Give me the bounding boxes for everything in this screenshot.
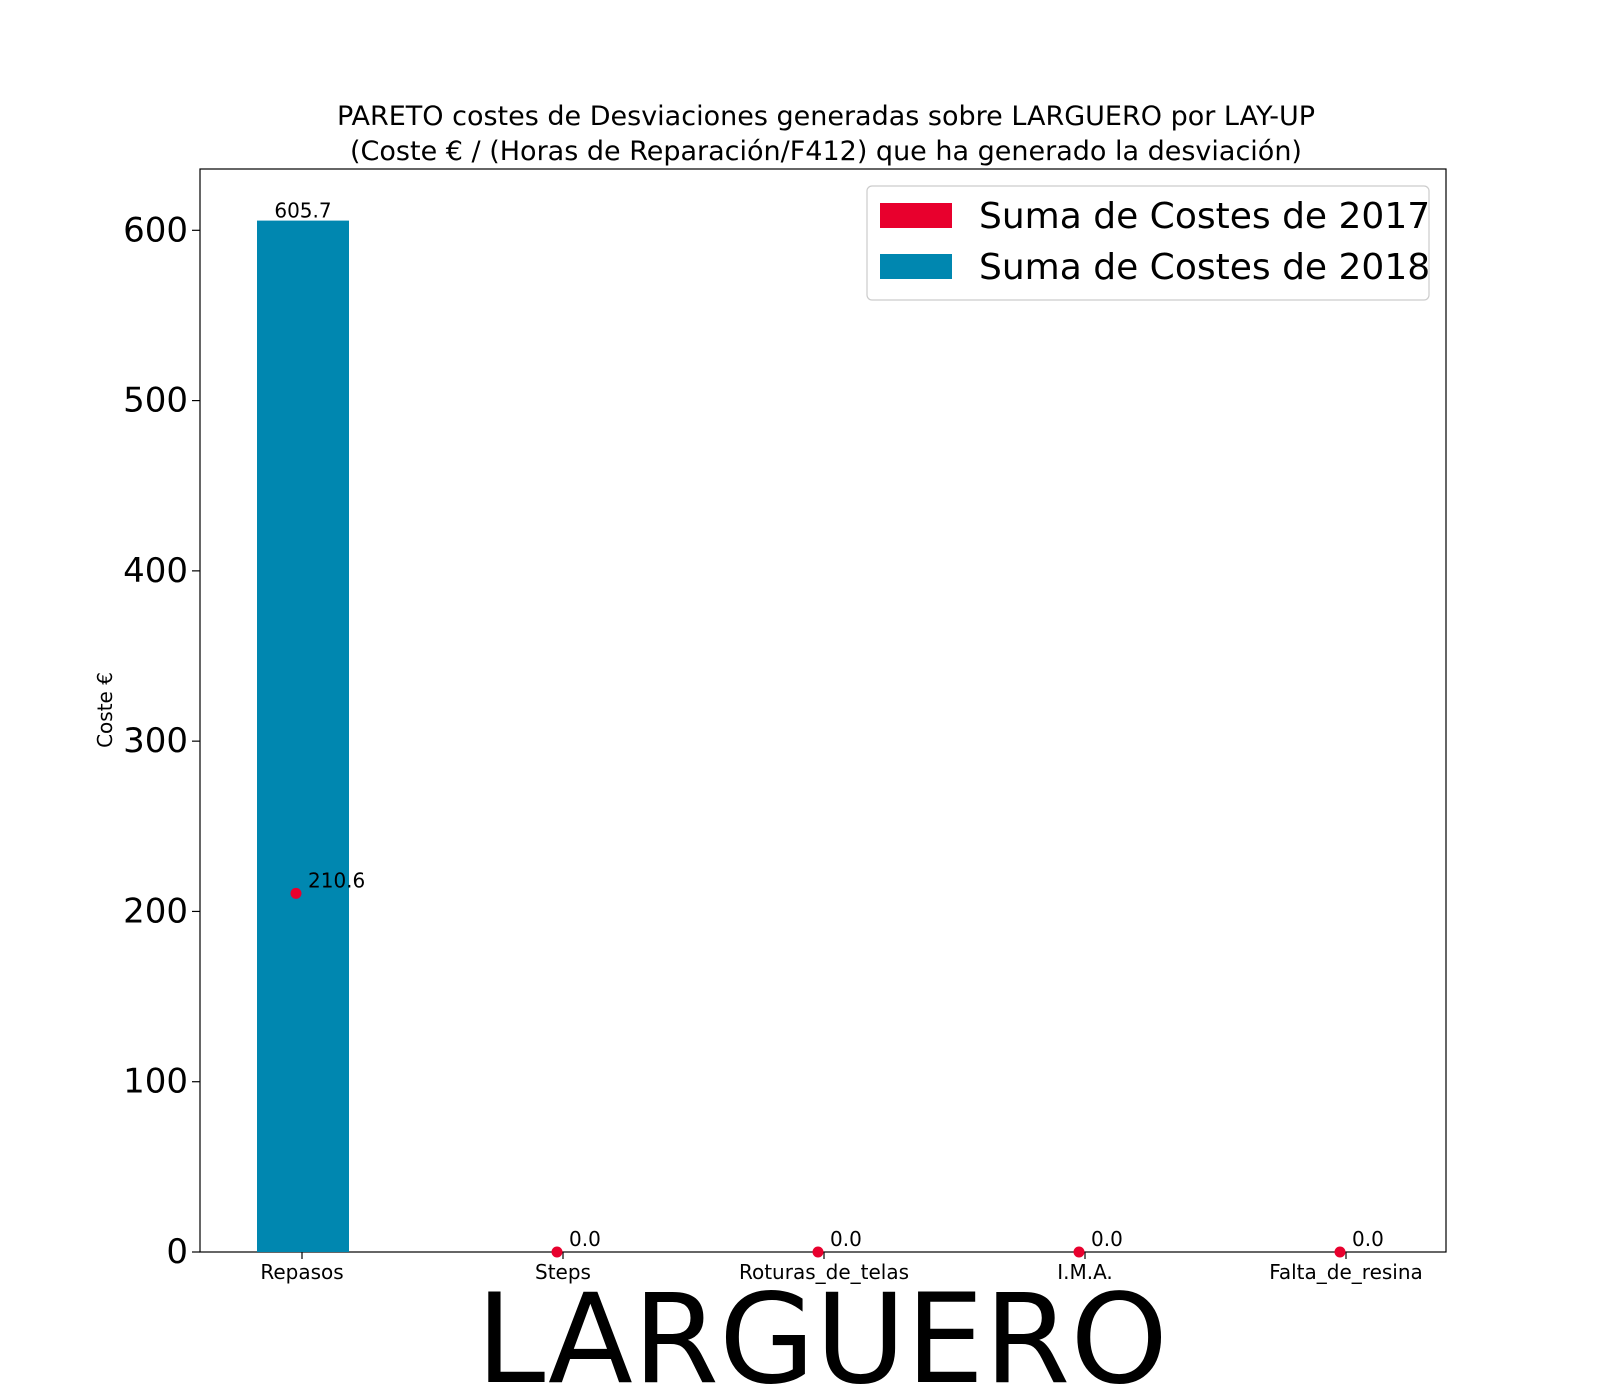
plot-area: [199, 168, 1447, 1253]
y-axis-label: Coste €: [93, 672, 117, 748]
legend: Suma de Costes de 2017 Suma de Costes de…: [866, 185, 1430, 301]
point-2017: [1073, 1246, 1085, 1258]
x-tick-label: Steps: [535, 1260, 591, 1284]
point-value-label: 0.0: [1091, 1227, 1123, 1251]
x-tick-label: Roturas_de_telas: [739, 1260, 909, 1284]
point-2017: [1334, 1246, 1346, 1258]
point-2017: [290, 887, 302, 899]
legend-label-2018: Suma de Costes de 2018: [979, 247, 1430, 288]
x-tick-label: Falta_de_resina: [1269, 1260, 1423, 1284]
legend-frame: [866, 185, 1430, 301]
point-value-label: 0.0: [1352, 1227, 1384, 1251]
y-tick-label: 200: [123, 891, 188, 931]
chart-title-line2: (Coste € / (Horas de Reparación/F412) qu…: [350, 136, 1302, 167]
point-value-label: 0.0: [569, 1227, 601, 1251]
y-tick-label: 100: [123, 1062, 188, 1102]
bar-2018: [257, 220, 349, 1253]
bar-value-label: 605.7: [274, 199, 331, 223]
point-series-2017: 210.6 0.0 0.0 0.0 0.0: [290, 868, 1384, 1258]
x-tick-label: I.M.A.: [1057, 1260, 1113, 1284]
x-tick-label: Repasos: [260, 1260, 343, 1284]
y-tick-label: 400: [123, 551, 188, 591]
x-axis: Repasos Steps Roturas_de_telas I.M.A. Falta_…: [260, 1252, 1423, 1284]
y-tick-label: 500: [123, 381, 188, 421]
point-2017: [551, 1246, 563, 1258]
legend-swatch-2018: [880, 254, 952, 279]
y-tick-label: 600: [123, 210, 188, 250]
point-value-label: 210.6: [308, 868, 365, 892]
y-tick-label: 0: [166, 1232, 188, 1272]
point-2017: [812, 1246, 824, 1258]
bar-series-2018: 605.7: [257, 199, 349, 1253]
chart-title-line1: PARETO costes de Desviaciones generadas …: [337, 101, 1315, 132]
y-axis: 0 100 200 300 400 500 600: [123, 210, 200, 1272]
legend-label-2017: Suma de Costes de 2017: [979, 196, 1430, 237]
legend-swatch-2017: [880, 203, 952, 228]
x-axis-label: LARGUERO: [476, 1268, 1168, 1400]
point-value-label: 0.0: [830, 1227, 862, 1251]
y-tick-label: 300: [123, 721, 188, 761]
